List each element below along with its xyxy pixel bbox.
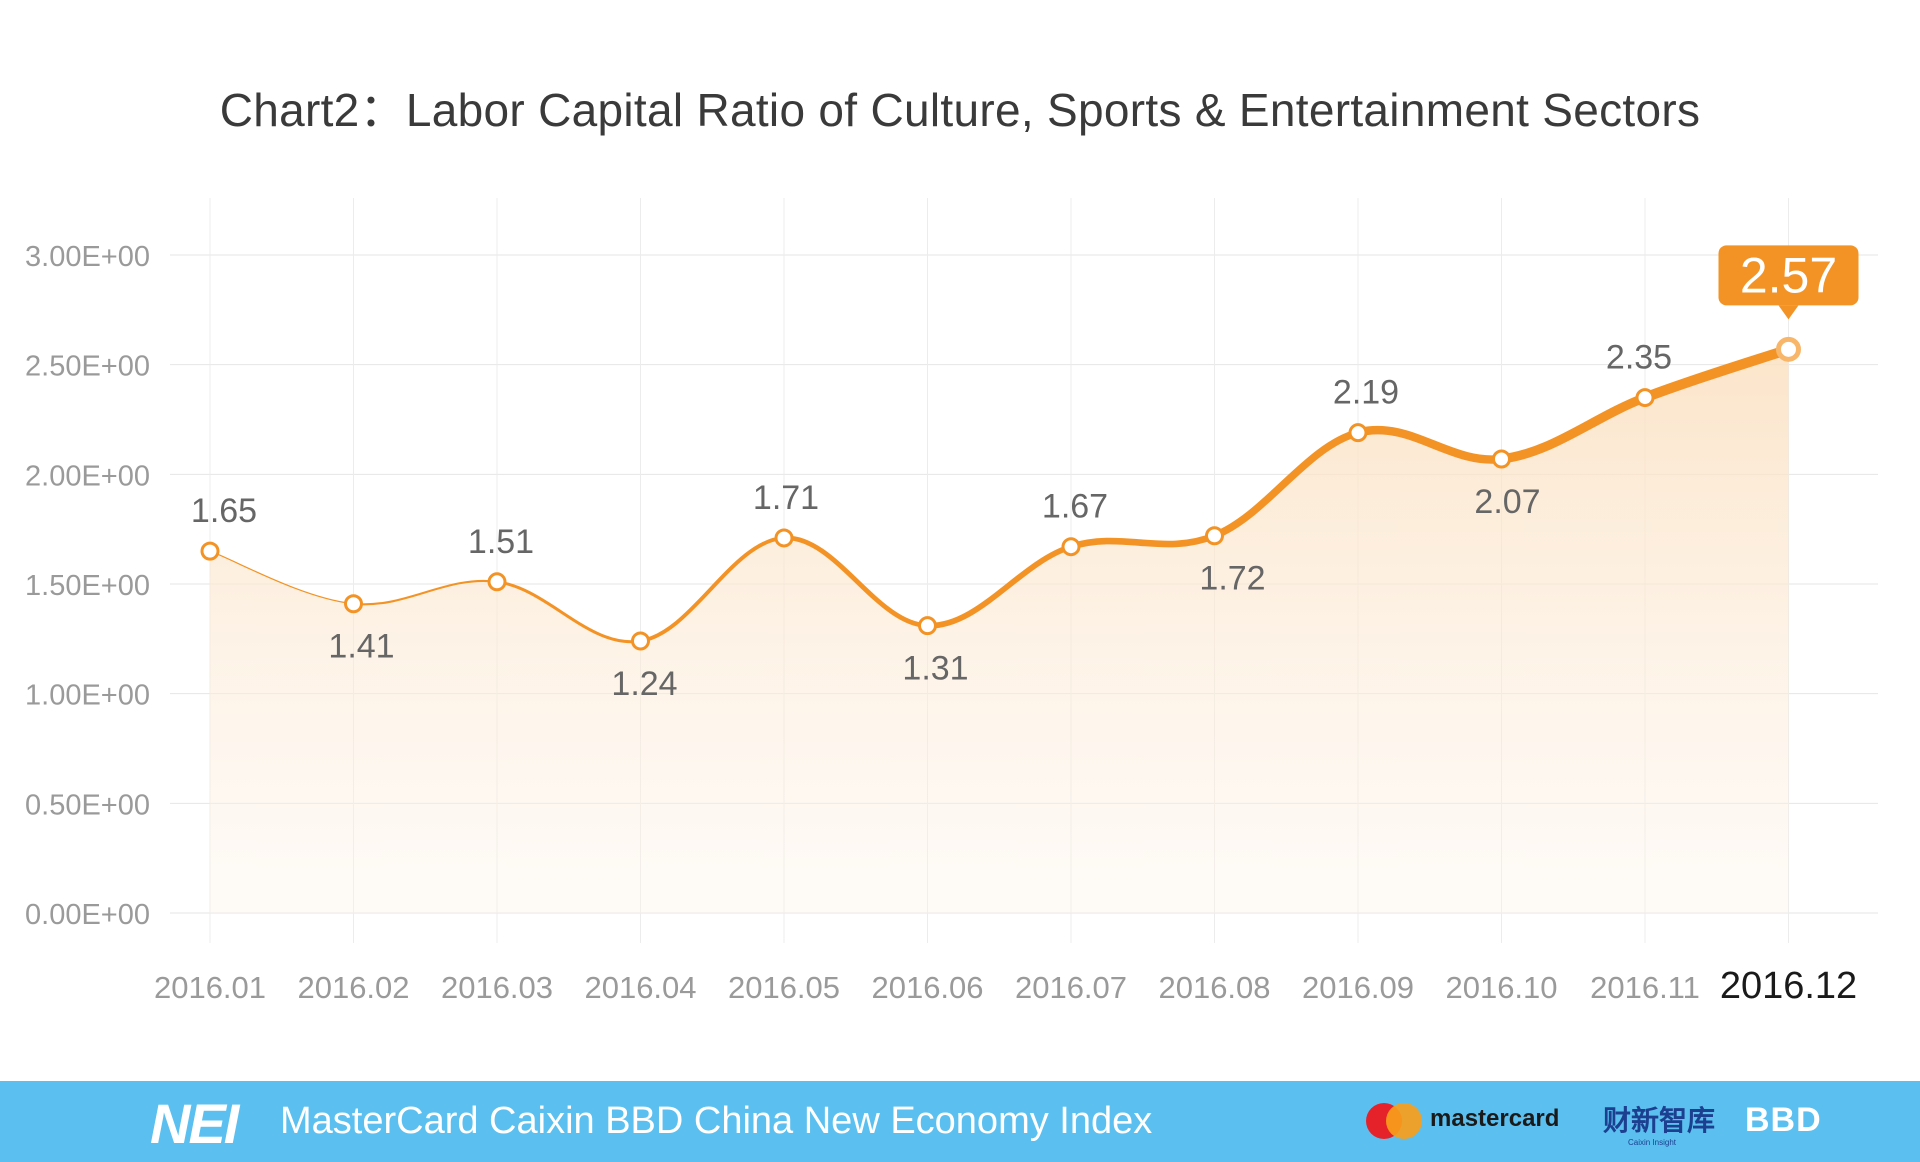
data-point [1635,388,1655,408]
data-label: 1.51 [468,523,534,561]
y-tick-label: 2.50E+00 [25,351,150,383]
y-tick-label: 0.50E+00 [25,789,150,821]
data-point [200,541,220,561]
data-label: 2.57 [1740,247,1837,303]
line-area-chart: 1.65 1.41 1.51 1.24 1.71 1.31 1.67 1.72 2.19 2.07… [25,198,1878,1007]
x-tick-label: 2016.07 [1015,970,1127,1005]
x-tick-label: 2016.05 [728,970,840,1005]
y-tick-label: 1.50E+00 [25,570,150,602]
index-name: MasterCard Caixin BBD China New Economy … [280,1100,1153,1142]
data-point [918,616,937,636]
x-tick-label: 2016.02 [297,970,409,1005]
data-label: 1.31 [902,650,968,688]
x-tick-label: 2016.04 [584,970,696,1005]
callout-pointer [1778,305,1799,320]
data-label: 2.19 [1333,374,1399,412]
y-tick-label: 2.00E+00 [25,460,150,492]
y-tick-label: 1.00E+00 [25,680,150,712]
data-point [631,631,650,651]
data-point [1061,537,1081,557]
data-label: 1.65 [191,492,257,530]
data-label: 1.71 [753,479,819,517]
mastercard-yellow-circle [1386,1103,1422,1139]
footer-banner: NEI MasterCard Caixin BBD China New Econ… [0,1081,1920,1162]
y-tick-label: 0.00E+00 [25,899,150,931]
x-tick-label: 2016.03 [441,970,553,1005]
data-point [1205,526,1224,546]
series-line-segment [352,579,499,606]
data-point [774,528,794,548]
data-label: 1.41 [328,628,394,666]
mastercard-wordmark: mastercard [1430,1105,1560,1132]
data-label-callout: 2.57 [1718,245,1859,320]
chart-title: Chart2：Labor Capital Ratio of Culture, S… [219,84,1701,136]
series-line-segment [924,543,1074,629]
series-line-segment [1067,532,1218,551]
data-point [487,572,507,592]
data-label: 2.07 [1474,483,1540,521]
series-line-segment [1496,392,1650,464]
caixin-logo: 财新智库 [1603,1105,1716,1136]
data-label: 1.24 [611,665,677,703]
x-tick-label: 2016.01 [154,970,266,1005]
x-tick-label: 2016.06 [871,970,983,1005]
x-tick-label: 2016.10 [1445,970,1557,1005]
area-fill [210,349,1789,913]
series-line-segment [1210,428,1362,540]
y-tick-label: 3.00E+00 [25,241,150,273]
series-line-segment [209,550,355,605]
y-axis-ticks: 0.00E+00 0.50E+00 1.00E+00 1.50E+00 2.00E+00… [25,241,150,931]
mastercard-logo-icon [1366,1103,1422,1139]
data-point [344,594,363,614]
x-tick-label: 2016.08 [1158,970,1270,1005]
x-axis-ticks: 2016.01 2016.02 2016.03 2016.04 2016.05 2016.… [154,965,1857,1007]
data-label: 1.72 [1199,560,1265,598]
bbd-logo: BBD [1745,1101,1822,1139]
nei-logo: NEI [150,1092,239,1155]
caixin-sub-label: Caixin Insight [1628,1138,1677,1147]
x-tick-label: 2016.09 [1302,970,1414,1005]
data-labels: 1.65 1.41 1.51 1.24 1.71 1.31 1.67 1.72 2.19 2.07… [191,245,1859,703]
series-area [210,349,1789,913]
data-point [1776,336,1801,362]
data-label: 2.35 [1606,339,1672,377]
x-tick-label: 2016.12 [1720,965,1857,1007]
series-line-segment [781,535,930,629]
x-tick-label: 2016.11 [1590,970,1700,1005]
series-line-segment [495,580,642,644]
series-line [209,344,1794,644]
series-line-segment [1353,425,1506,464]
data-point [1348,423,1368,443]
callout-box [1718,245,1859,306]
series-line-segment [638,535,786,643]
data-points [200,336,1801,651]
data-point [1492,449,1511,469]
data-label: 1.67 [1042,488,1108,526]
